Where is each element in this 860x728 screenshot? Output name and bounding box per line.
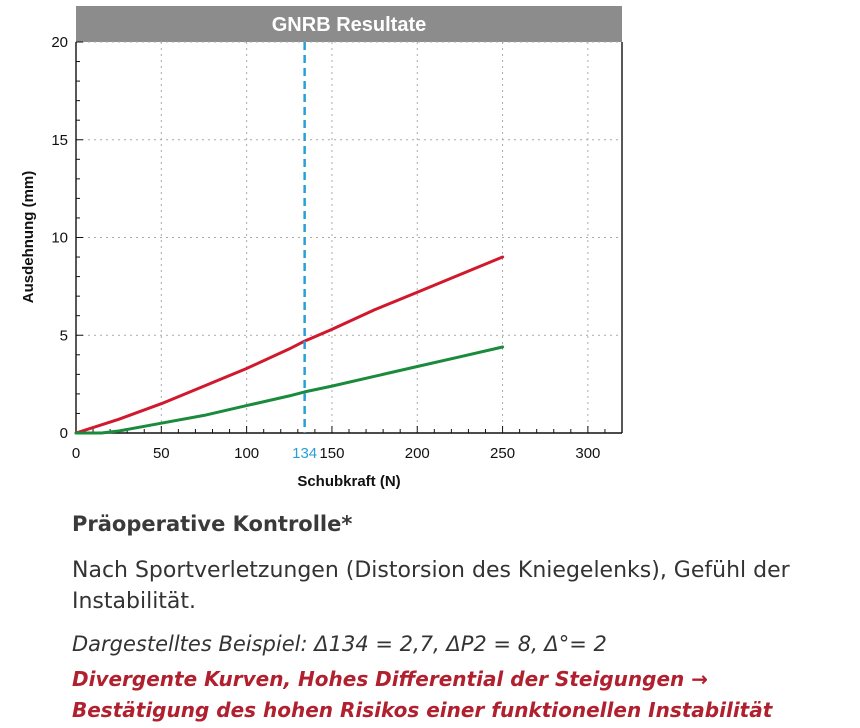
marker-label-bg	[288, 441, 321, 463]
example-text: Dargestelltes Beispiel: Δ134 = 2,7, ΔP2 …	[72, 632, 607, 656]
series-layer	[74, 255, 505, 435]
y-tick-label: 20	[51, 34, 68, 51]
y-tick-label: 5	[60, 327, 68, 344]
x-tick-label: 250	[490, 445, 515, 462]
x-tick-label: 100	[234, 445, 259, 462]
section-heading: Präoperative Kontrolle*	[72, 512, 353, 536]
x-axis-label: Schubkraft (N)	[297, 473, 400, 490]
chart-title-bar	[76, 6, 622, 42]
axes	[75, 42, 623, 434]
series-line-1	[74, 255, 505, 435]
x-tick-label: 300	[575, 445, 600, 462]
y-tick-label: 0	[60, 425, 68, 442]
y-tick-label: 10	[51, 230, 68, 247]
marker-layer: 134	[288, 42, 321, 463]
description-text: Nach Sportverletzungen (Distorsion des K…	[72, 558, 790, 614]
grid	[76, 41, 622, 433]
chart-title: GNRB Resultate	[272, 14, 426, 36]
x-tick-label: 50	[153, 445, 170, 462]
conclusion-text: Divergente Kurven, Hohes Differential de…	[72, 667, 773, 722]
marker-label: 134	[292, 445, 317, 462]
y-tick-label: 15	[51, 132, 68, 149]
y-axis-label: Ausdehnung (mm)	[20, 171, 37, 304]
x-tick-label: 150	[319, 445, 344, 462]
x-tick-label: 200	[405, 445, 430, 462]
series-line-2	[74, 345, 505, 435]
x-tick-label: 0	[72, 445, 80, 462]
